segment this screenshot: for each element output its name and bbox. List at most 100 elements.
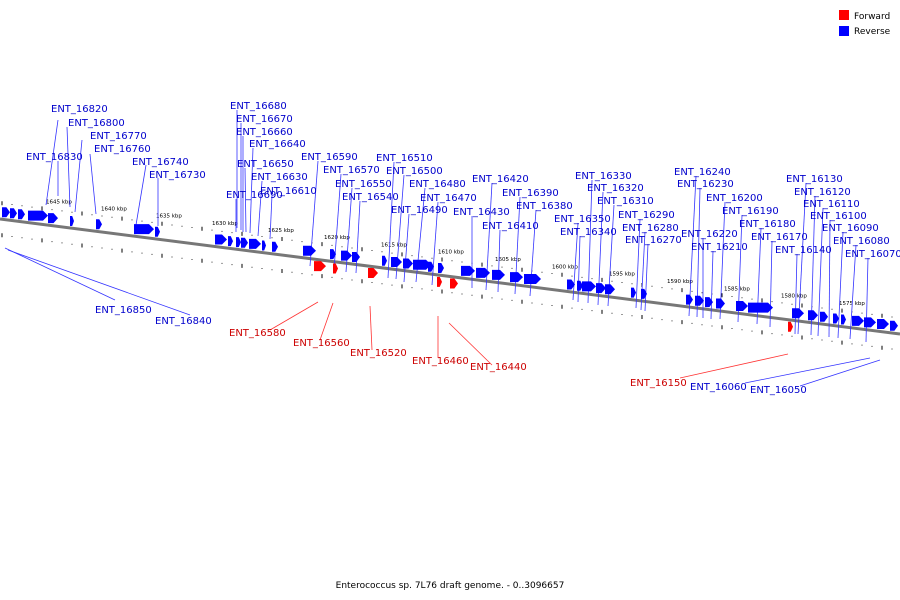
gene-label-reverse: ENT_16310 [597, 196, 654, 207]
reverse-gene-arrow [249, 238, 261, 249]
reverse-gene-arrow [413, 259, 431, 270]
gene-label-forward: ENT_16520 [350, 348, 407, 359]
label-connector [45, 119, 59, 206]
reverse-gene-arrow [524, 273, 541, 284]
scale-label: 1595 kbp [609, 272, 635, 278]
reverse-gene-arrow [391, 256, 402, 267]
gene-label-reverse: ENT_16590 [301, 152, 358, 163]
gene-label-reverse: ENT_16480 [409, 179, 466, 190]
label-connector [688, 175, 697, 317]
gene-label-reverse: ENT_16630 [251, 172, 308, 183]
label-connector [865, 257, 869, 343]
scale-label: 1580 kbp [781, 294, 807, 300]
reverse-gene-arrow [716, 298, 725, 309]
label-connector [403, 213, 410, 283]
label-connector [849, 244, 857, 340]
scale-label: 1615 kbp [381, 242, 407, 248]
gene-label-reverse: ENT_16180 [739, 219, 796, 230]
gene-label-reverse: ENT_16820 [51, 104, 108, 115]
gene-label-reverse: ENT_16050 [750, 385, 807, 396]
reverse-gene-arrow [631, 287, 636, 298]
reverse-gene-arrow [428, 261, 434, 272]
legend-swatch-forward [839, 10, 849, 20]
forward-gene-arrow [333, 263, 338, 274]
reverse-gene-arrow [492, 269, 505, 280]
gene-label-reverse: ENT_16140 [775, 245, 832, 256]
reverse-gene-arrow [134, 224, 154, 235]
label-connector [135, 164, 147, 226]
reverse-gene-arrow [686, 294, 693, 305]
label-connector [244, 167, 247, 233]
gene-label-reverse: ENT_16110 [803, 199, 860, 210]
gene-features [2, 207, 898, 332]
reverse-gene-arrow [382, 255, 387, 266]
legend-label-forward: Forward [854, 12, 890, 22]
gene-label-reverse: ENT_16540 [342, 192, 399, 203]
label-connector [387, 161, 395, 279]
gene-label-reverse: ENT_16690 [226, 190, 283, 201]
forward-gene-arrow [368, 268, 378, 279]
genome-axis [0, 217, 900, 336]
label-connector [696, 187, 701, 318]
reverse-gene-arrow [215, 234, 227, 245]
scale-label: 1635 kbp [156, 214, 182, 220]
gene-label-reverse: ENT_16730 [149, 170, 206, 181]
gene-label-reverse: ENT_16490 [391, 205, 448, 216]
label-connector [7, 249, 191, 316]
reverse-gene-arrow [155, 226, 160, 237]
reverse-gene-arrow [228, 236, 233, 247]
gene-label-reverse: ENT_16350 [554, 214, 611, 225]
label-connector [66, 126, 71, 208]
gene-label-reverse: ENT_16760 [94, 144, 151, 155]
label-connector [269, 301, 319, 331]
gene-label-reverse: ENT_16390 [502, 188, 559, 199]
reverse-gene-arrow [582, 281, 596, 292]
gene-label-reverse: ENT_16220 [681, 229, 738, 240]
reverse-gene-arrow [330, 249, 336, 260]
gene-label-reverse: ENT_16610 [260, 186, 317, 197]
scale-label: 1630 kbp [212, 221, 238, 227]
scale-label: 1585 kbp [724, 286, 750, 292]
reverse-gene-arrow [272, 241, 278, 252]
legend: Forward Reverse [839, 10, 891, 37]
scale-label: 1600 kbp [552, 264, 578, 270]
gene-label-reverse: ENT_16650 [237, 159, 294, 170]
reverse-gene-arrow [792, 308, 804, 319]
reverse-gene-arrow [96, 219, 102, 230]
gene-label-reverse: ENT_16080 [833, 236, 890, 247]
gene-label-reverse: ENT_16270 [625, 235, 682, 246]
label-connector [319, 302, 334, 341]
forward-gene-arrow [314, 261, 326, 272]
label-connector [249, 147, 254, 234]
gene-label-reverse: ENT_16320 [587, 183, 644, 194]
reverse-gene-arrow [236, 237, 241, 248]
scale-label: 1605 kbp [495, 257, 521, 263]
reverse-gene-arrow [808, 310, 818, 321]
gene-label-forward: ENT_16580 [229, 328, 286, 339]
label-connector [577, 235, 581, 303]
reverse-gene-arrow [510, 272, 523, 283]
gene-label-reverse: ENT_16170 [751, 232, 808, 243]
gene-label-reverse: ENT_16670 [236, 114, 293, 125]
reverse-gene-arrow [403, 258, 413, 269]
label-connector [74, 139, 83, 213]
gene-label-reverse: ENT_16240 [674, 167, 731, 178]
gene-label-forward: ENT_16150 [630, 378, 687, 389]
reverse-gene-arrow [303, 245, 316, 256]
legend-swatch-reverse [839, 26, 849, 36]
label-connector [369, 305, 373, 351]
label-connector [794, 253, 798, 335]
label-connector [355, 200, 361, 274]
gene-label-reverse: ENT_16330 [575, 171, 632, 182]
label-connector [744, 357, 871, 384]
gene-label-reverse: ENT_16500 [386, 166, 443, 177]
scale-label: 1640 kbp [101, 207, 127, 213]
label-connector [799, 359, 881, 387]
reverse-gene-arrow [596, 283, 606, 294]
gene-label-reverse: ENT_16430 [453, 207, 510, 218]
gene-label-reverse: ENT_16740 [132, 157, 189, 168]
gene-label-reverse: ENT_16410 [482, 221, 539, 232]
reverse-gene-arrow [461, 265, 475, 276]
gene-label-reverse: ENT_16830 [26, 152, 83, 163]
